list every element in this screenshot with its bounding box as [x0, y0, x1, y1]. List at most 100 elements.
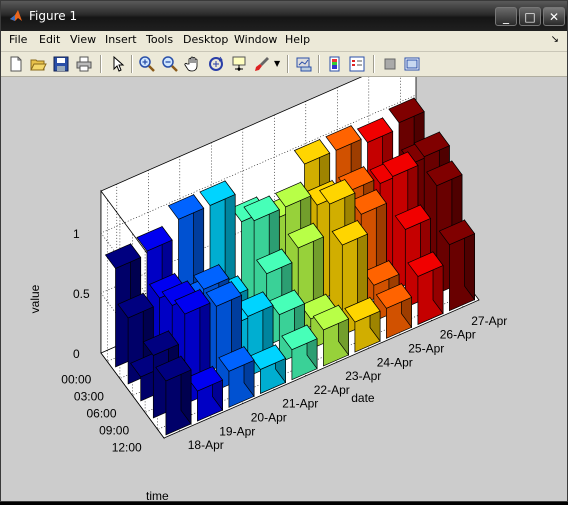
z-tick-label: 1 — [73, 227, 80, 241]
bar-top-face — [136, 226, 173, 252]
title-bar[interactable]: Figure 1 _ □ ✕ — [1, 1, 567, 31]
bar3-chart[interactable]: 0 0.5 1 00:00 03:00 06:00 09:00 12:00 18-Apr19-A… — [1, 52, 567, 503]
open-file-icon[interactable] — [29, 55, 47, 73]
rotate-3d-icon[interactable] — [207, 55, 225, 73]
bar-top-face — [199, 180, 236, 206]
z-tick-label: 0 — [73, 347, 80, 361]
bar-top-face — [117, 292, 154, 319]
menu-window[interactable]: Window — [234, 33, 278, 46]
zoom-in-icon[interactable] — [138, 55, 156, 73]
time-tick-label: 03:00 — [74, 390, 104, 404]
new-figure-icon[interactable] — [7, 55, 25, 73]
bar-23-Apr-12:00 — [312, 304, 350, 367]
menu-file[interactable]: File — [9, 33, 28, 46]
date-tick-label: 22-Apr — [314, 383, 350, 397]
z-tick-label: 0.5 — [73, 287, 90, 301]
bar-top-face — [167, 194, 205, 220]
time-tick-label: 12:00 — [112, 441, 142, 455]
bar-22-Apr-12:00 — [281, 324, 318, 381]
save-icon[interactable] — [52, 55, 70, 73]
date-tick-label: 25-Apr — [408, 342, 444, 356]
bar-top-face — [243, 195, 280, 222]
bar-top-face — [186, 366, 224, 392]
bar-27-Apr-12:00 — [438, 219, 476, 312]
bar-18-Apr-12:00 — [155, 355, 192, 436]
menu-view[interactable]: View — [70, 33, 97, 46]
bar-top-face — [281, 324, 318, 351]
print-icon[interactable] — [75, 55, 93, 73]
hide-plot-tools-icon[interactable] — [381, 55, 399, 73]
bar-top-face — [382, 151, 419, 177]
menu-tools[interactable]: Tools — [146, 33, 174, 46]
bar-top-face — [388, 97, 425, 124]
time-tick-label: 00:00 — [61, 373, 91, 387]
date-tick-label: 23-Apr — [345, 369, 381, 383]
date-axis-label: date — [351, 391, 375, 405]
bar-top-face — [293, 139, 331, 165]
toolbar-separator — [373, 55, 375, 73]
bar-top-face — [287, 222, 324, 249]
bar-top-face — [312, 304, 350, 331]
z-gridline — [100, 214, 417, 439]
close-button[interactable]: ✕ — [543, 7, 565, 26]
bar-top-face — [438, 219, 476, 246]
data-cursor-icon[interactable] — [230, 55, 248, 73]
bar-21-Apr-12:00 — [249, 343, 287, 395]
menu-help[interactable]: Help — [285, 33, 311, 46]
maximize-button[interactable]: □ — [519, 7, 541, 26]
bar-top-face — [174, 289, 211, 315]
menu-insert[interactable]: Insert — [105, 33, 137, 46]
z-gridline — [100, 154, 417, 379]
bar-top-face — [394, 204, 432, 230]
bar-top-face — [344, 297, 381, 323]
bar-top-face — [104, 243, 142, 269]
brush-icon[interactable] — [253, 55, 271, 73]
time-tick-label: 06:00 — [87, 407, 117, 421]
undock-arrow-icon[interactable]: ↘ — [550, 34, 559, 45]
colorbar-icon[interactable] — [326, 55, 344, 73]
matlab-logo-icon — [10, 10, 22, 21]
bar-top-face — [375, 283, 413, 309]
legend-icon[interactable] — [348, 55, 366, 73]
date-tick-label: 21-Apr — [282, 397, 318, 411]
z-gridline — [100, 94, 417, 319]
bar-top-face — [256, 248, 293, 275]
date-tick-label: 27-Apr — [471, 314, 507, 328]
show-plot-tools-icon[interactable] — [403, 55, 421, 73]
bar-top-face — [356, 117, 394, 143]
bar-top-face — [319, 179, 356, 205]
date-tick-label: 19-Apr — [219, 424, 255, 438]
bar-19-Apr-12:00 — [186, 365, 224, 422]
bar-top-face — [155, 355, 192, 382]
bar-top-face — [218, 346, 255, 372]
link-plot-icon[interactable] — [295, 55, 313, 73]
bar-top-face — [268, 289, 306, 316]
bar-top-face — [331, 220, 369, 246]
bar-top-face — [413, 131, 450, 158]
figure-canvas: 0 0.5 1 00:00 03:00 06:00 09:00 12:00 18-Apr 19-A… — [1, 52, 567, 503]
toolbar-separator — [131, 55, 133, 73]
bar-top-face — [205, 281, 243, 307]
bar-top-face — [274, 181, 312, 208]
z-axis-label: value — [28, 284, 42, 313]
menu-edit[interactable]: Edit — [39, 33, 61, 46]
bar-top-face — [193, 264, 230, 290]
bar-top-face — [325, 125, 362, 151]
zoom-out-icon[interactable] — [161, 55, 179, 73]
axis-labels-group: 0 0.5 1 00:00 03:00 06:00 09:00 12:00 18-Apr19-A… — [28, 227, 507, 503]
bar-top-face — [363, 260, 400, 286]
window-title: Figure 1 — [29, 9, 78, 23]
minimize-button[interactable]: _ — [495, 7, 517, 26]
bars-group — [104, 97, 476, 436]
bar-26-Apr-12:00 — [407, 250, 444, 326]
pan-hand-icon[interactable] — [184, 55, 202, 73]
menu-bar: File Edit View Insert Tools Desktop Wind… — [1, 31, 567, 52]
bar-top-face — [407, 251, 444, 277]
time-tick-label: 09:00 — [99, 424, 129, 438]
bar-top-face — [142, 330, 180, 356]
edit-plot-pointer-icon[interactable] — [109, 55, 127, 73]
menu-desktop[interactable]: Desktop — [183, 33, 229, 46]
brush-dropdown-icon[interactable]: ▼ — [274, 59, 281, 68]
toolbar-separator — [287, 55, 289, 73]
bar-top-face — [237, 291, 274, 317]
